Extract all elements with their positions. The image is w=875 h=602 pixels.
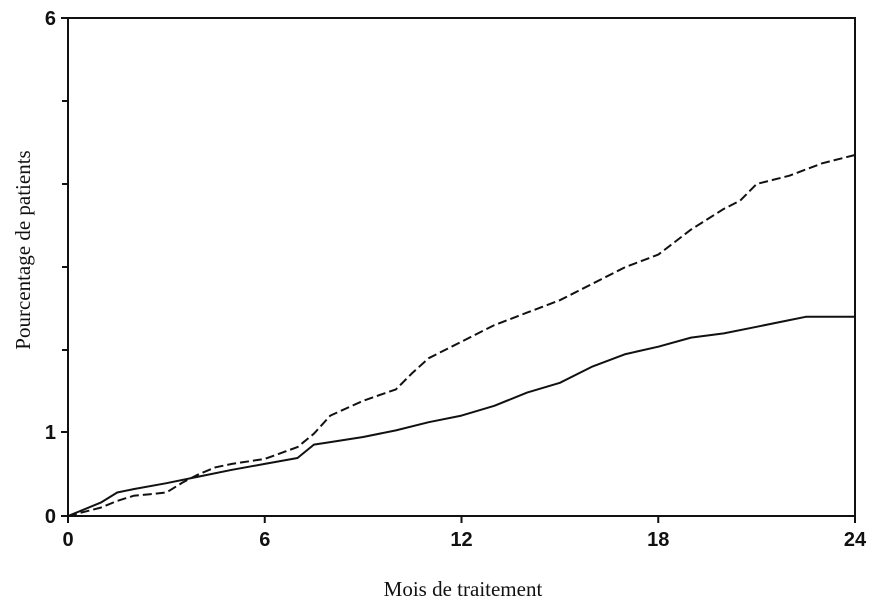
x-tick-label: 12: [450, 529, 472, 551]
x-tick-label: 24: [844, 529, 867, 551]
series-line-solid: [67, 315, 855, 517]
y-axis-title: Pourcentage de patients: [11, 150, 35, 349]
x-tick-label: 18: [647, 529, 669, 551]
series-line-dashed: [67, 154, 856, 517]
x-tick-label: 0: [62, 529, 73, 551]
plot-lines: [67, 154, 856, 517]
tick-labels: 0 6 12 18 24 0 1 6: [45, 8, 867, 551]
x-axis-title: Mois de traitement: [384, 577, 543, 601]
y-tick-label: 1: [45, 422, 56, 444]
axes: [61, 17, 856, 523]
plot-frame: [67, 17, 856, 517]
y-tick-label: 0: [45, 506, 56, 528]
y-tick-label: 6: [45, 8, 56, 30]
x-tick-label: 6: [259, 529, 270, 551]
